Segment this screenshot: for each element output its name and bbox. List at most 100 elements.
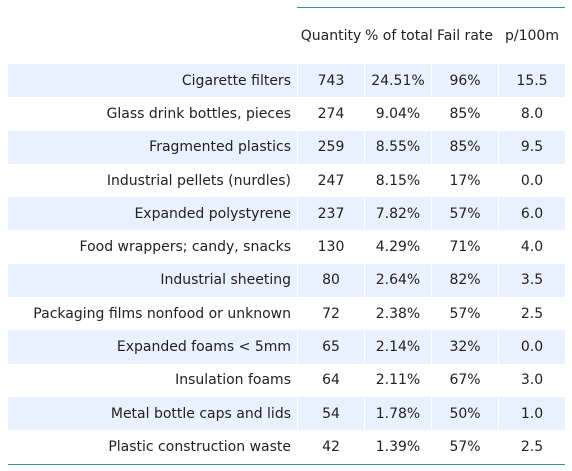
column-separator xyxy=(498,163,499,198)
row-percent-of-total: 2.64% xyxy=(375,272,421,289)
row-item-label: Plastic construction waste xyxy=(108,438,291,455)
row-quantity: 743 xyxy=(317,72,345,89)
row-item-label: Packaging films nonfood or unknown xyxy=(33,305,291,322)
header-quantity: Quantity xyxy=(300,28,362,44)
column-separator xyxy=(297,197,298,231)
column-separator xyxy=(364,97,365,131)
column-separator xyxy=(364,297,365,331)
row-percent-of-total: 2.11% xyxy=(375,372,421,389)
column-separator xyxy=(498,230,499,264)
column-separator xyxy=(498,330,499,364)
row-quantity: 54 xyxy=(322,405,340,422)
column-separator xyxy=(431,64,432,98)
column-separator xyxy=(431,396,432,431)
column-separator xyxy=(431,230,432,264)
row-p100m: 0.0 xyxy=(520,339,544,356)
row-quantity: 80 xyxy=(322,272,340,289)
row-quantity: 65 xyxy=(322,339,340,356)
row-p100m: 1.0 xyxy=(520,405,544,422)
row-percent-of-total: 24.51% xyxy=(371,72,425,89)
column-separator xyxy=(431,330,432,364)
row-fail-rate: 82% xyxy=(449,272,481,289)
column-separator xyxy=(297,230,298,264)
row-item-label: Glass drink bottles, pieces xyxy=(106,105,291,122)
row-item-label: Metal bottle caps and lids xyxy=(110,405,291,422)
row-percent-of-total: 1.78% xyxy=(375,405,421,422)
row-item-label: Industrial pellets (nurdles) xyxy=(106,172,291,189)
row-percent-of-total: 1.39% xyxy=(375,438,421,455)
table-row: Glass drink bottles, pieces 274 9.04% 85% 8.… xyxy=(8,97,565,131)
column-separator xyxy=(297,363,298,397)
table-row: Industrial sheeting 80 2.64% 82% 3.5 xyxy=(8,263,565,298)
row-quantity: 259 xyxy=(317,139,345,156)
row-item-label: Insulation foams xyxy=(175,372,291,389)
table-row: Fragmented plastics 259 8.55% 85% 9.5 xyxy=(8,130,565,164)
column-separator xyxy=(297,97,298,131)
column-separator xyxy=(364,330,365,364)
table-row: Metal bottle caps and lids 54 1.78% 50% 1.0 xyxy=(8,396,565,431)
column-separator xyxy=(498,97,499,131)
column-separator xyxy=(297,430,298,464)
column-separator xyxy=(498,430,499,464)
row-p100m: 15.5 xyxy=(516,72,548,89)
row-percent-of-total: 4.29% xyxy=(375,239,421,256)
column-separator xyxy=(498,396,499,431)
row-item-label: Food wrappers; candy, snacks xyxy=(79,239,291,256)
column-separator xyxy=(297,130,298,164)
header-fail-rate: Fail rate xyxy=(436,28,493,44)
row-item-label: Industrial sheeting xyxy=(160,272,291,289)
column-separator xyxy=(498,64,499,98)
column-separator xyxy=(364,263,365,298)
table-row: Food wrappers; candy, snacks 130 4.29% 71% 4… xyxy=(8,230,565,264)
row-quantity: 237 xyxy=(317,205,345,222)
column-separator xyxy=(431,363,432,397)
column-separator xyxy=(498,297,499,331)
column-separator xyxy=(431,297,432,331)
row-p100m: 9.5 xyxy=(520,139,544,156)
table-row: Cigarette filters 743 24.51% 96% 15.5 xyxy=(8,64,565,98)
row-quantity: 130 xyxy=(317,239,345,256)
header-percent-of-total: % of total xyxy=(365,28,433,44)
row-quantity: 247 xyxy=(317,172,345,189)
row-p100m: 2.5 xyxy=(520,305,544,322)
table-row: Industrial pellets (nurdles) 247 8.15% 17% 0… xyxy=(8,163,565,198)
column-separator xyxy=(297,163,298,198)
row-item-label: Expanded polystyrene xyxy=(134,205,291,222)
row-quantity: 42 xyxy=(322,438,340,455)
row-fail-rate: 57% xyxy=(449,205,481,222)
row-fail-rate: 85% xyxy=(449,139,481,156)
row-percent-of-total: 9.04% xyxy=(375,105,421,122)
column-separator xyxy=(364,163,365,198)
row-fail-rate: 32% xyxy=(449,339,481,356)
column-separator xyxy=(431,163,432,198)
table-row: Insulation foams 64 2.11% 67% 3.0 xyxy=(8,363,565,397)
row-p100m: 4.0 xyxy=(520,239,544,256)
table-row: Packaging films nonfood or unknown 72 2.38… xyxy=(8,297,565,331)
row-percent-of-total: 2.14% xyxy=(375,339,421,356)
column-separator xyxy=(364,64,365,98)
column-separator xyxy=(431,263,432,298)
row-quantity: 274 xyxy=(317,105,345,122)
row-item-label: Fragmented plastics xyxy=(149,139,291,156)
column-separator xyxy=(498,263,499,298)
row-fail-rate: 85% xyxy=(449,105,481,122)
column-separator xyxy=(297,263,298,298)
column-separator xyxy=(364,430,365,464)
column-separator xyxy=(431,130,432,164)
column-separator xyxy=(297,297,298,331)
table-body: Cigarette filters 743 24.51% 96% 15.5 Glass d… xyxy=(8,64,565,464)
row-p100m: 6.0 xyxy=(520,205,544,222)
column-separator xyxy=(431,430,432,464)
column-separator xyxy=(297,64,298,98)
table-row: Expanded polystyrene 237 7.82% 57% 6.0 xyxy=(8,197,565,231)
column-separator xyxy=(364,363,365,397)
row-p100m: 0.0 xyxy=(520,172,544,189)
row-item-label: Expanded foams < 5mm xyxy=(116,339,291,356)
table-row: Plastic construction waste 42 1.39% 57% 2.5 xyxy=(8,430,565,464)
column-separator xyxy=(364,396,365,431)
row-percent-of-total: 7.82% xyxy=(375,205,421,222)
row-item-label: Cigarette filters xyxy=(181,72,291,89)
column-separator xyxy=(364,130,365,164)
column-separator xyxy=(431,197,432,231)
row-fail-rate: 50% xyxy=(449,405,481,422)
